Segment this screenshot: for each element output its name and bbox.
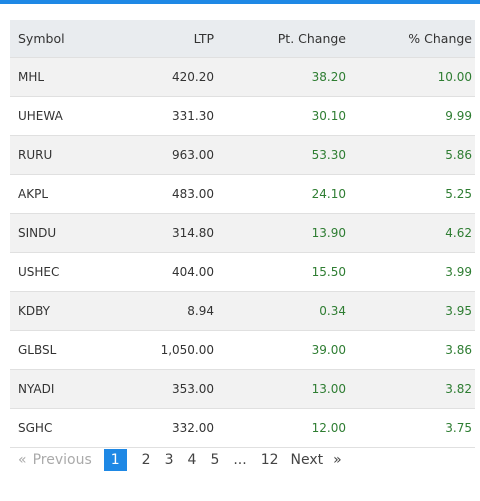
table-row: GLBSL 1,050.00 39.00 3.86 [10, 331, 475, 370]
cell: GLBSL [18, 343, 57, 357]
page-button[interactable]: ... [233, 452, 247, 468]
cell: 8.94 [187, 304, 214, 318]
cell: UHEWA [18, 109, 63, 123]
cell: 13.90 [311, 226, 346, 240]
cell: 3.75 [445, 421, 472, 435]
header-cell[interactable]: Pt. Change [277, 31, 346, 46]
cell: 3.99 [445, 265, 472, 279]
cell: 13.00 [311, 382, 346, 396]
page-button[interactable]: 12 [260, 452, 279, 468]
top-bar [0, 0, 480, 4]
header-cell[interactable]: % Change [408, 31, 472, 46]
page-button[interactable]: 1 [103, 449, 127, 471]
table-row: UHEWA 331.30 30.10 9.99 [10, 97, 475, 136]
table-row: NYADI 353.00 13.00 3.82 [10, 370, 475, 409]
page-button[interactable]: 2 [141, 452, 151, 468]
cell: 314.80 [172, 226, 214, 240]
cell: 3.82 [445, 382, 472, 396]
cell: 5.25 [445, 187, 472, 201]
cell: 420.20 [172, 70, 214, 84]
next-button[interactable]: Next [290, 452, 324, 468]
cell: 331.30 [172, 109, 214, 123]
page-button[interactable]: 3 [164, 452, 174, 468]
cell: USHEC [18, 265, 60, 279]
cell: 15.50 [311, 265, 346, 279]
cell: 404.00 [172, 265, 214, 279]
table-row: RURU 963.00 53.30 5.86 [10, 136, 475, 175]
cell: 332.00 [172, 421, 214, 435]
cell: SGHC [18, 421, 53, 435]
table-row: KDBY 8.94 0.34 3.95 [10, 292, 475, 331]
page-button[interactable]: 5 [210, 452, 220, 468]
table-row: USHEC 404.00 15.50 3.99 [10, 253, 475, 292]
table: Symbol LTP Pt. Change % Change MHL 420.20 38.2… [10, 20, 475, 448]
header-cell[interactable]: LTP [193, 31, 214, 46]
table-row: MHL 420.20 38.20 10.00 [10, 58, 475, 97]
last-button[interactable]: » [333, 452, 342, 468]
cell: 3.86 [445, 343, 472, 357]
pagination: «Previous 1 2 3 4 5... 12 Next» [18, 449, 342, 471]
cell: 53.30 [311, 148, 346, 162]
cell: MHL [18, 70, 45, 84]
table-row: SINDU 314.80 13.90 4.62 [10, 214, 475, 253]
cell: 483.00 [172, 187, 214, 201]
cell: 12.00 [311, 421, 346, 435]
cell: 10.00 [437, 70, 472, 84]
cell: 963.00 [172, 148, 214, 162]
cell: KDBY [18, 304, 51, 318]
cell: SINDU [18, 226, 57, 240]
cell: 0.34 [319, 304, 346, 318]
page-button[interactable]: 4 [187, 452, 197, 468]
cell: 30.10 [311, 109, 346, 123]
cell: 5.86 [445, 148, 472, 162]
first-button[interactable]: « [18, 452, 27, 468]
cell: 3.95 [445, 304, 472, 318]
table-row: SGHC 332.00 12.00 3.75 [10, 409, 475, 448]
previous-button[interactable]: Previous [32, 452, 92, 468]
header-cell[interactable]: Symbol [18, 31, 65, 46]
cell: 9.99 [445, 109, 472, 123]
cell: 24.10 [311, 187, 346, 201]
table-row: AKPL 483.00 24.10 5.25 [10, 175, 475, 214]
cell: AKPL [18, 187, 48, 201]
cell: RURU [18, 148, 53, 162]
cell: 38.20 [311, 70, 346, 84]
cell: 1,050.00 [160, 343, 214, 357]
cell: NYADI [18, 382, 55, 396]
cell: 4.62 [445, 226, 472, 240]
cell: 353.00 [172, 382, 214, 396]
header-row: Symbol LTP Pt. Change % Change [10, 20, 475, 58]
cell: 39.00 [311, 343, 346, 357]
